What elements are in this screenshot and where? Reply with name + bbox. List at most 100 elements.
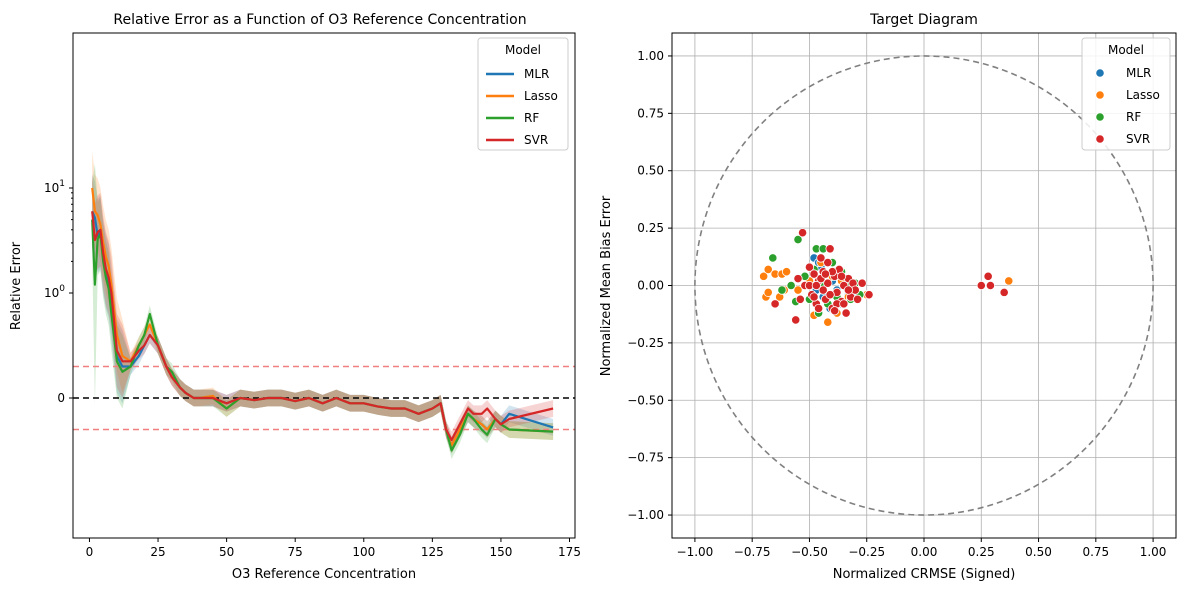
- scatter-point-lasso: [823, 317, 833, 327]
- scatter-point-svr: [825, 244, 835, 254]
- left-x-ticks: 0 25 50 75 100 125 150 175: [86, 538, 581, 559]
- confidence-band-svr: [92, 174, 554, 449]
- scatter-point-svr: [843, 285, 854, 295]
- right-y-ticks: −1.00 −0.75 −0.50 −0.25 0.00 0.25 0.50 0.75 1.00: [627, 49, 672, 522]
- x-tick-label: 0.25: [968, 545, 995, 559]
- right-scatter-points: [759, 228, 1014, 327]
- right-x-axis-label: Normalized CRMSE (Signed): [833, 567, 1016, 582]
- scatter-point-rf: [793, 234, 803, 245]
- scatter-point-lasso: [781, 267, 792, 277]
- scatter-point-svr: [985, 280, 996, 291]
- right-y-axis-label: Normalized Mean Bias Error: [599, 195, 614, 376]
- scatter-point-svr: [839, 299, 849, 309]
- scatter-point-svr: [814, 303, 824, 314]
- scatter-point-svr: [791, 315, 801, 325]
- scatter-point-lasso: [763, 264, 773, 275]
- y-tick-label: 0.75: [637, 106, 664, 120]
- y-tick-label: 0.00: [637, 279, 664, 293]
- left-plot-area: [73, 151, 575, 459]
- scatter-point-svr: [976, 280, 986, 291]
- x-tick-label: 75: [288, 545, 303, 559]
- x-tick-label: 175: [558, 545, 581, 559]
- legend-label-rf: RF: [1126, 110, 1141, 124]
- legend-label-rf: RF: [524, 111, 539, 125]
- scatter-point-svr: [795, 294, 805, 304]
- right-chart-title: Target Diagram: [869, 12, 978, 28]
- left-x-axis-label: O3 Reference Concentration: [232, 567, 416, 582]
- scatter-point-lasso: [793, 285, 803, 295]
- x-tick-label: 25: [150, 545, 165, 559]
- x-tick-label: 0.75: [1082, 545, 1109, 559]
- series-line-svr: [91, 211, 554, 442]
- y-tick-label: −0.75: [627, 451, 664, 465]
- x-tick-label: 100: [352, 545, 375, 559]
- y-tick-label: 101: [44, 179, 65, 195]
- x-tick-label: −0.75: [734, 545, 771, 559]
- legend-swatch-rf: [1095, 112, 1105, 122]
- target-diagram-chart: Target Diagram −1.00 −0.75 −0.50 −0.25 0.00 0…: [599, 12, 1177, 582]
- confidence-band-mlr: [92, 174, 554, 454]
- scatter-point-svr: [830, 306, 840, 316]
- scatter-point-svr: [818, 285, 828, 295]
- scatter-point-svr: [823, 278, 833, 288]
- scatter-point-lasso: [759, 271, 769, 281]
- scatter-point-svr: [770, 299, 780, 309]
- scatter-point-svr: [820, 269, 831, 279]
- y-tick-label: −0.50: [627, 393, 664, 407]
- left-legend: Model MLR Lasso RF SVR: [477, 37, 569, 151]
- legend-label-svr: SVR: [524, 133, 548, 147]
- legend-label-mlr: MLR: [1126, 66, 1151, 80]
- x-tick-label: 150: [489, 545, 512, 559]
- y-tick-label: −0.25: [627, 336, 664, 350]
- scatter-point-svr: [793, 274, 803, 284]
- y-tick-label: −1.00: [627, 508, 664, 522]
- legend-box: [477, 37, 569, 151]
- unit-circle: [694, 55, 1154, 516]
- scatter-point-svr: [825, 290, 835, 300]
- x-tick-label: −1.00: [677, 545, 714, 559]
- scatter-point-rf: [786, 280, 796, 291]
- x-tick-label: 0: [86, 545, 94, 559]
- relative-error-chart: Relative Error as a Function of O3 Refer…: [9, 12, 581, 582]
- y-tick-label: 0.50: [637, 164, 664, 178]
- legend-label-lasso: Lasso: [524, 89, 558, 103]
- x-tick-label: −0.25: [848, 545, 885, 559]
- scatter-point-svr: [809, 292, 819, 302]
- scatter-point-rf: [777, 285, 787, 295]
- scatter-point-svr: [836, 271, 847, 281]
- scatter-point-svr: [816, 253, 826, 263]
- x-tick-label: 0.50: [1025, 545, 1052, 559]
- scatter-point-svr: [983, 271, 993, 281]
- scatter-point-svr: [999, 287, 1009, 297]
- x-tick-label: 1.00: [1140, 545, 1167, 559]
- right-grid: [672, 33, 1176, 538]
- left-chart-title: Relative Error as a Function of O3 Refer…: [113, 12, 526, 28]
- legend-title: Model: [505, 43, 541, 57]
- scatter-point-svr: [809, 269, 819, 279]
- legend-label-lasso: Lasso: [1126, 88, 1160, 102]
- right-legend: Model MLR Lasso RF SVR: [1081, 37, 1171, 151]
- left-y-axis-label: Relative Error: [9, 241, 24, 330]
- left-y-ticks: 101 100 0: [44, 179, 73, 405]
- y-tick-label: 100: [44, 284, 65, 300]
- legend-swatch-svr: [1095, 134, 1105, 144]
- right-x-ticks: −1.00 −0.75 −0.50 −0.25 0.00 0.25 0.50 0.75 1.00: [677, 538, 1167, 559]
- left-plot-frame: [72, 32, 576, 539]
- y-tick-label: 0.25: [637, 221, 664, 235]
- y-tick-label: 0: [57, 391, 65, 405]
- scatter-point-lasso: [1004, 276, 1014, 286]
- scatter-point-svr: [804, 262, 815, 272]
- unit-circle-outline: [694, 55, 1154, 516]
- scatter-point-svr: [797, 228, 808, 238]
- scatter-point-lasso: [763, 287, 773, 297]
- legend-swatch-lasso: [1095, 90, 1105, 100]
- scatter-point-svr: [857, 278, 867, 288]
- scatter-point-svr: [823, 257, 833, 268]
- scatter-point-svr: [852, 294, 863, 304]
- legend-label-mlr: MLR: [524, 67, 549, 81]
- scatter-point-svr: [811, 280, 821, 291]
- x-tick-label: 125: [421, 545, 444, 559]
- x-tick-label: 50: [219, 545, 234, 559]
- x-tick-label: 0.00: [911, 545, 938, 559]
